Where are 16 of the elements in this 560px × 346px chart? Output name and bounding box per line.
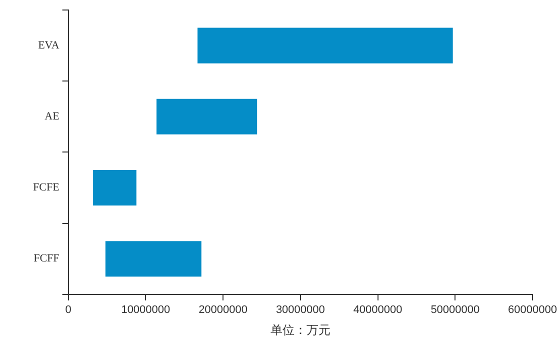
bar (93, 170, 136, 206)
x-tick-label: 30000000 (276, 304, 325, 316)
x-tick-label: 40000000 (353, 304, 402, 316)
bar (198, 28, 453, 64)
y-tick-label: EVA (38, 39, 60, 52)
x-tick-label: 10000000 (121, 304, 170, 316)
x-tick-label: 50000000 (430, 304, 480, 316)
x-tick-label: 0 (65, 304, 72, 316)
bar (105, 241, 202, 277)
x-axis-title: 单位：万元 (270, 322, 330, 337)
y-tick-label: FCFF (34, 252, 60, 265)
bar (156, 98, 258, 134)
x-tick-label: 60000000 (508, 304, 558, 316)
y-tick-label: AE (44, 110, 60, 123)
x-tick-label: 20000000 (198, 304, 248, 316)
y-tick-label: FCFE (32, 182, 60, 194)
